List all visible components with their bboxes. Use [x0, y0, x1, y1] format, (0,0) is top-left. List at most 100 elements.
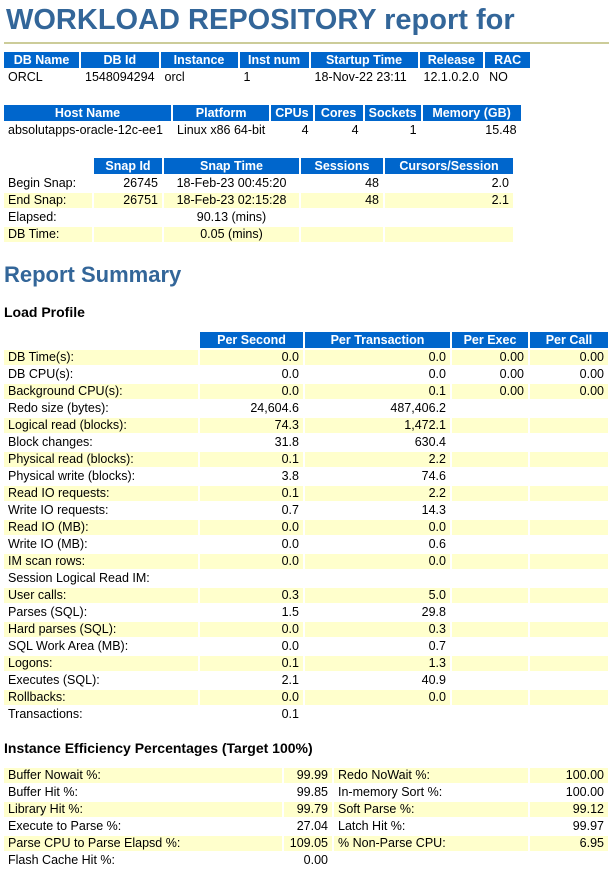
table-row: User calls: 0.3 5.0 [4, 588, 608, 603]
table-cell: 1 [239, 70, 309, 85]
table-row: Elapsed: 90.13 (mins) [4, 210, 513, 225]
table-cell: Session Logical Read IM: [4, 571, 198, 586]
table-cell: 4 [271, 123, 313, 138]
table-row: Write IO requests: 0.7 14.3 [4, 503, 608, 518]
table-cell: 0.1 [200, 486, 303, 501]
table-cell: 48 [301, 193, 383, 208]
table-row: Library Hit %: 99.79 Soft Parse %: 99.12 [4, 802, 608, 817]
table-cell: 2.2 [305, 486, 450, 501]
table-cell: IM scan rows: [4, 554, 198, 569]
table-cell [530, 520, 608, 535]
table-cell: User calls: [4, 588, 198, 603]
table-cell [530, 537, 608, 552]
table-cell [305, 707, 450, 722]
snapshot-body: Begin Snap: 26745 18-Feb-23 00:45:20 48 2.0 E… [4, 176, 513, 242]
table-cell: Parses (SQL): [4, 605, 198, 620]
column-header: DB Name [4, 52, 79, 68]
table-cell [94, 227, 162, 242]
table-row: Physical read (blocks): 0.1 2.2 [4, 452, 608, 467]
table-cell: 0.1 [200, 656, 303, 671]
table-cell [452, 656, 528, 671]
table-cell: % Non-Parse CPU: [334, 836, 528, 851]
column-header: Per Transaction [305, 332, 450, 348]
table-row: Background CPU(s): 0.0 0.1 0.00 0.00 [4, 384, 608, 399]
table-cell [530, 673, 608, 688]
column-header: Snap Time [164, 158, 299, 174]
table-row: absolutapps-oracle-12c-ee1 Linux x86 64-b… [4, 123, 521, 138]
table-cell: 99.12 [530, 802, 608, 817]
table-cell [452, 639, 528, 654]
table-cell: 0.0 [305, 690, 450, 705]
table-cell: 0.1 [200, 452, 303, 467]
table-cell [452, 690, 528, 705]
table-cell: Read IO (MB): [4, 520, 198, 535]
table-cell: 630.4 [305, 435, 450, 450]
table-cell: 2.1 [385, 193, 513, 208]
table-cell [385, 227, 513, 242]
section-title-instance-efficiency: Instance Efficiency Percentages (Target … [4, 740, 313, 756]
table-cell: 1.5 [200, 605, 303, 620]
table-cell: 0.0 [200, 690, 303, 705]
table-cell [452, 673, 528, 688]
table-cell: 0.1 [305, 384, 450, 399]
table-cell: 0.0 [200, 639, 303, 654]
table-row: Buffer Nowait %: 99.99 Redo NoWait %: 100.0… [4, 768, 608, 783]
table-cell: 18-Feb-23 00:45:20 [164, 176, 299, 191]
table-cell: 12.1.0.2.0 [419, 70, 484, 85]
column-header: Instance [160, 52, 238, 68]
table-cell [530, 656, 608, 671]
table-cell [452, 435, 528, 450]
table-cell: 0.3 [305, 622, 450, 637]
table-row: Block changes: 31.8 630.4 [4, 435, 608, 450]
table-cell: 100.00 [530, 785, 608, 800]
table-cell: DB Time: [4, 227, 92, 242]
snapshot-header: Snap Id Snap Time Sessions Cursors/Session [4, 158, 513, 174]
table-cell: DB CPU(s): [4, 367, 198, 382]
table-cell [452, 571, 528, 586]
table-cell: 109.05 [284, 836, 332, 851]
table-cell: Begin Snap: [4, 176, 92, 191]
db-info-header: DB Name DB Id Instance Inst num Startup Time… [4, 52, 531, 68]
table-cell: 2.2 [305, 452, 450, 467]
table-cell [530, 401, 608, 416]
column-header: DB Id [81, 52, 159, 68]
table-cell: 0.0 [305, 554, 450, 569]
column-header: Snap Id [94, 158, 162, 174]
table-cell: 2.1 [200, 673, 303, 688]
table-row: Hard parses (SQL): 0.0 0.3 [4, 622, 608, 637]
table-row: Read IO (MB): 0.0 0.0 [4, 520, 608, 535]
table-row: Physical write (blocks): 3.8 74.6 [4, 469, 608, 484]
load-profile-body: DB Time(s): 0.0 0.0 0.00 0.00 DB CPU(s): 0.0 0.… [4, 350, 608, 722]
column-header: Per Second [200, 332, 303, 348]
table-cell: 0.0 [200, 367, 303, 382]
table-cell: 0.0 [305, 520, 450, 535]
column-header: RAC [485, 52, 531, 68]
table-cell: 1548094294 [81, 70, 159, 85]
column-header: Per Call [530, 332, 608, 348]
table-row: DB Time(s): 0.0 0.0 0.00 0.00 [4, 350, 608, 365]
load-profile-table: Per Second Per Transaction Per Exec Per Cal… [2, 330, 610, 724]
table-row: End Snap: 26751 18-Feb-23 02:15:28 48 2.1 [4, 193, 513, 208]
table-cell: Redo size (bytes): [4, 401, 198, 416]
table-cell: 18-Nov-22 23:11 [310, 70, 418, 85]
table-cell: 3.8 [200, 469, 303, 484]
table-cell [301, 210, 383, 225]
table-cell: 0.7 [305, 639, 450, 654]
table-cell: End Snap: [4, 193, 92, 208]
column-header: Sessions [301, 158, 383, 174]
table-cell: 1 [364, 123, 421, 138]
table-row: Read IO requests: 0.1 2.2 [4, 486, 608, 501]
table-cell: 99.99 [284, 768, 332, 783]
table-cell: Background CPU(s): [4, 384, 198, 399]
table-cell: 0.00 [530, 350, 608, 365]
table-cell: 100.00 [530, 768, 608, 783]
table-cell: Buffer Nowait %: [4, 768, 282, 783]
table-cell: In-memory Sort %: [334, 785, 528, 800]
table-cell: 0.0 [305, 367, 450, 382]
table-row: DB Time: 0.05 (mins) [4, 227, 513, 242]
table-cell: 99.97 [530, 819, 608, 834]
table-cell [530, 469, 608, 484]
table-cell: 0.0 [200, 622, 303, 637]
table-cell: Flash Cache Hit %: [4, 853, 282, 868]
table-cell: 26751 [94, 193, 162, 208]
